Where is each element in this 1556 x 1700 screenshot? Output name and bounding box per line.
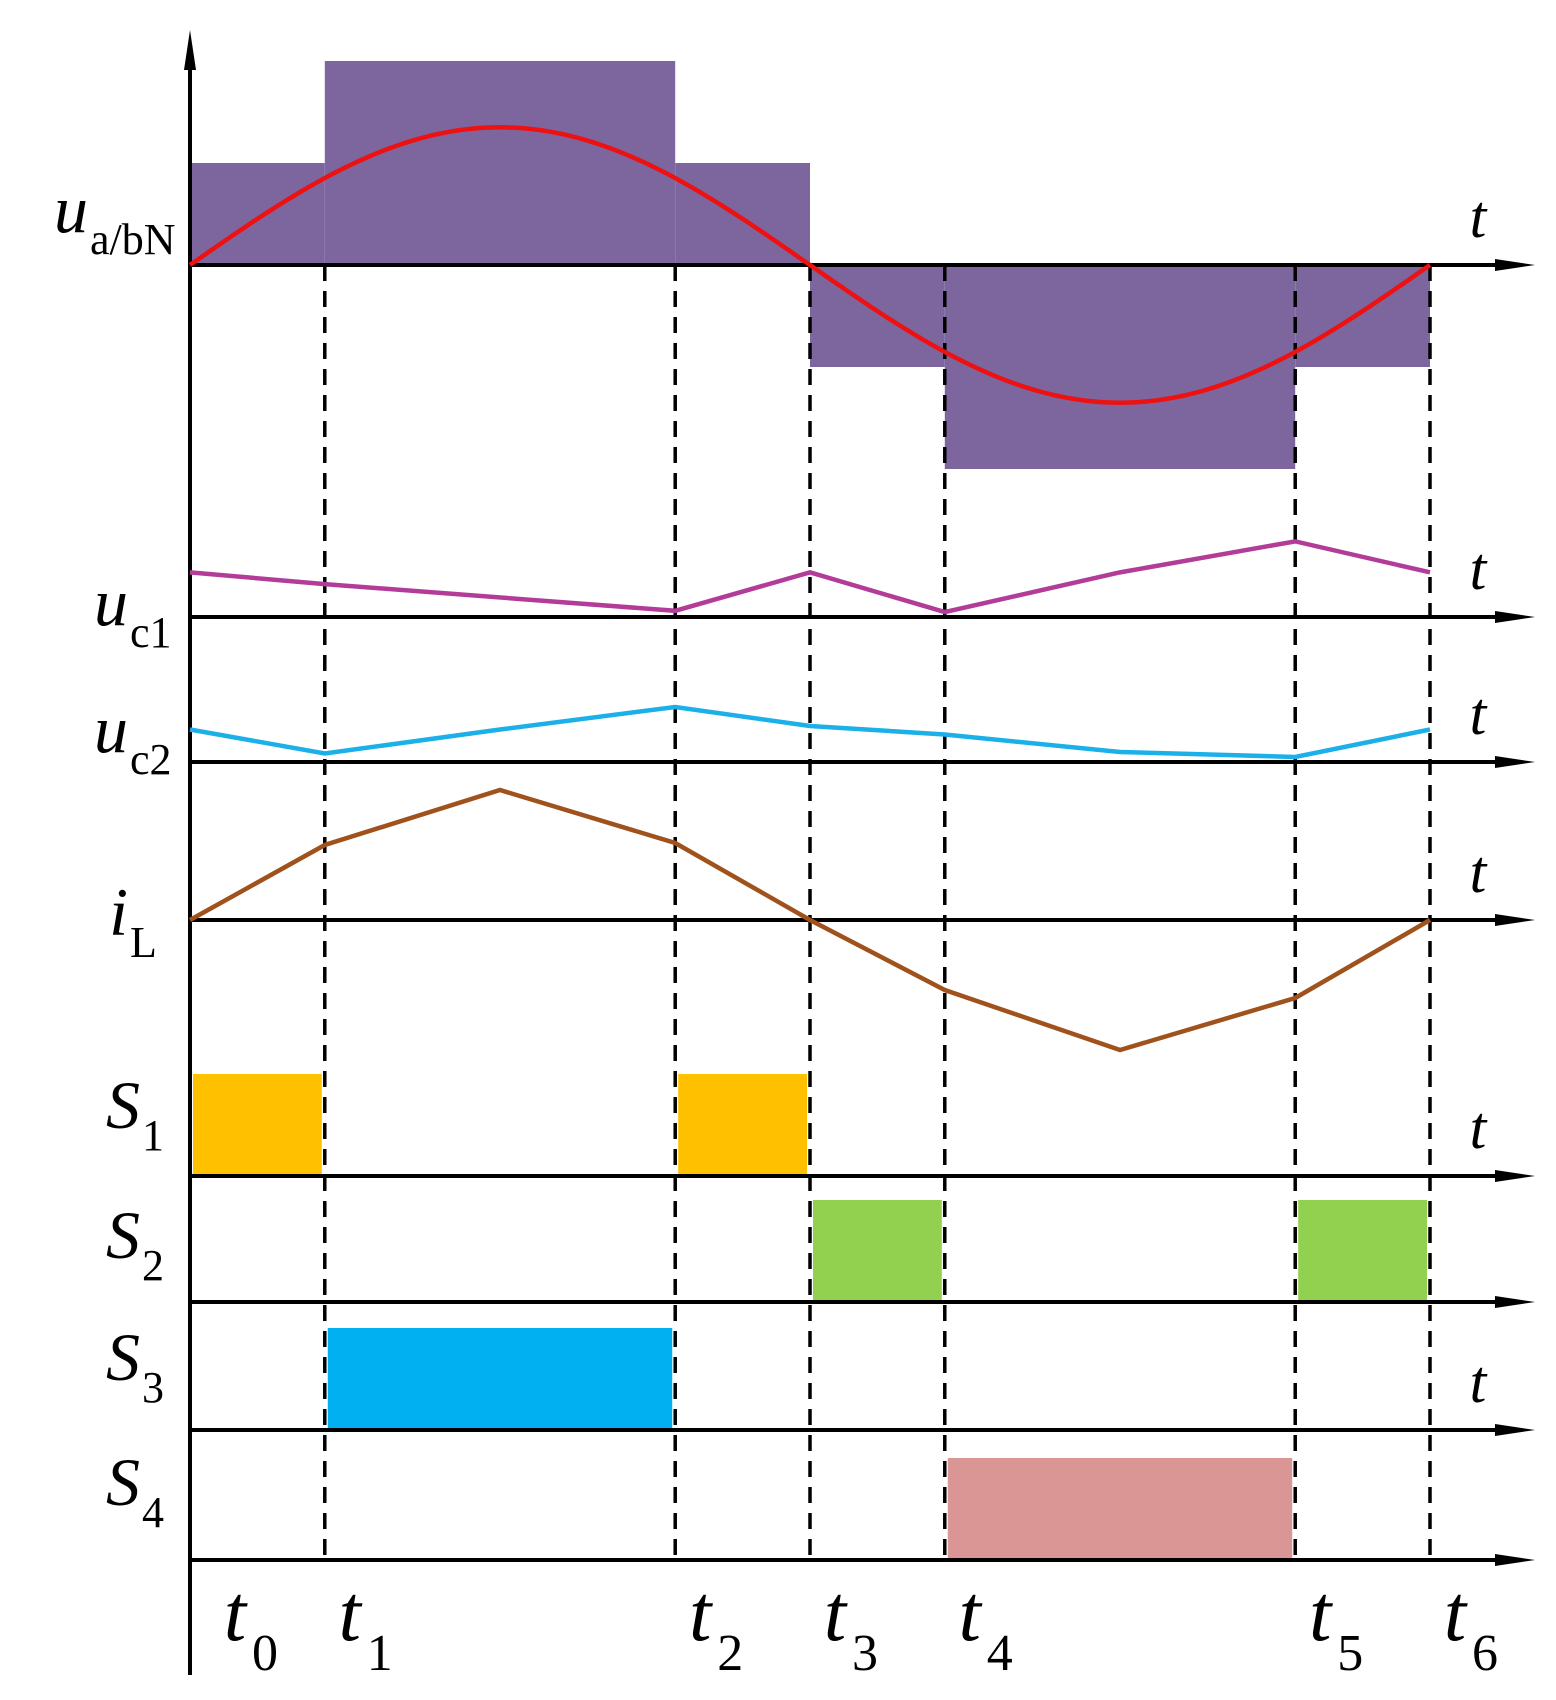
iL-label-sub: L: [130, 918, 157, 967]
voltage-level-bar: [944, 265, 1296, 469]
s2-pulse: [1298, 1200, 1427, 1302]
s1-label-main: S: [106, 1067, 140, 1143]
s3-pulse: [327, 1328, 673, 1430]
uc1-axis-arrowhead: [1495, 611, 1535, 623]
bottom-label-sub: 6: [1472, 1625, 1498, 1682]
bottom-label-main: t: [959, 1570, 983, 1658]
s2-label-sub: 2: [142, 1241, 164, 1290]
bottom-label-sub: 1: [367, 1625, 393, 1682]
s1-pulse: [193, 1074, 322, 1176]
uc2-label: u c2: [94, 691, 172, 784]
uc1-t-label: t: [1470, 536, 1488, 602]
u-abN-label-main: u: [54, 171, 88, 247]
uc1-label: u c1: [94, 564, 172, 657]
s1-axis-arrowhead: [1495, 1170, 1535, 1182]
s3-label-main: S: [106, 1319, 140, 1395]
s3-axis-arrowhead: [1495, 1424, 1535, 1436]
bottom-label-sub: 5: [1337, 1625, 1363, 1682]
fill-layer: [190, 61, 1430, 1560]
uc2-label-main: u: [94, 691, 128, 767]
voltage-level-bar: [324, 61, 676, 265]
iL-axis-arrowhead: [1495, 914, 1535, 926]
axes-layer: [184, 30, 1535, 1675]
bottom-label-sub: 0: [252, 1625, 278, 1682]
vertical-axis-arrowhead: [184, 30, 196, 70]
s3-label-sub: 3: [142, 1363, 164, 1412]
bottom-label-main: t: [339, 1570, 363, 1658]
curve-layer: [188, 125, 1432, 1053]
uc1-label-sub: c1: [130, 608, 172, 657]
iL-t-label: t: [1470, 839, 1488, 905]
bottom-label-sub: 4: [987, 1625, 1013, 1682]
uc1-curve: [189, 539, 1431, 615]
u-abN-label-sub: a/bN: [90, 215, 176, 264]
bottom-label-main: t: [224, 1570, 248, 1658]
bottom-label-sub: 2: [717, 1625, 743, 1682]
s3-t-label: t: [1470, 1349, 1488, 1415]
sine-reference-curve: [188, 125, 1432, 405]
bottom-label-main: t: [689, 1570, 713, 1658]
u-abN-label: u a/bN: [54, 171, 176, 264]
s4-pulse: [947, 1458, 1293, 1560]
uc2-t-label: t: [1470, 681, 1488, 747]
uc2-axis-arrowhead: [1495, 756, 1535, 768]
uc2-curve: [189, 704, 1431, 760]
u-abN-t-label: t: [1470, 184, 1488, 250]
bottom-label-main: t: [1309, 1570, 1333, 1658]
s2-axis-arrowhead: [1495, 1296, 1535, 1308]
iL-curve: [188, 787, 1432, 1053]
s1-label-sub: 1: [142, 1111, 164, 1160]
s4-label-sub: 4: [142, 1488, 164, 1537]
iL-label-main: i: [109, 874, 128, 950]
s4-axis-arrowhead: [1495, 1554, 1535, 1566]
bottom-label-sub: 3: [852, 1625, 878, 1682]
uc2-label-sub: c2: [130, 735, 172, 784]
bottom-label-main: t: [1444, 1570, 1468, 1658]
s1-t-label: t: [1470, 1095, 1488, 1161]
s2-label-main: S: [106, 1197, 140, 1273]
s2-pulse: [813, 1200, 942, 1302]
u-abN-axis-arrowhead: [1495, 259, 1535, 271]
bottom-label-main: t: [824, 1570, 848, 1658]
time-marker-lines: [323, 265, 1432, 1560]
s1-pulse: [678, 1074, 807, 1176]
s4-label-main: S: [106, 1444, 140, 1520]
uc1-label-main: u: [94, 564, 128, 640]
